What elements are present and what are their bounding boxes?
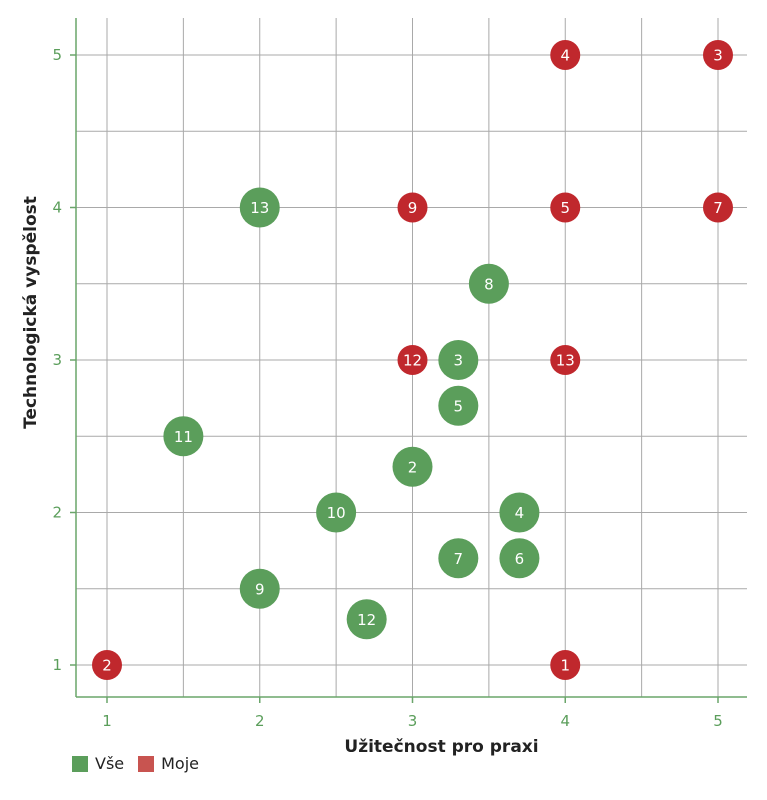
x-tick-label: 1 xyxy=(102,712,112,730)
point-marker xyxy=(438,385,479,426)
data-point-moje: 4 xyxy=(550,40,581,70)
data-point-moje: 13 xyxy=(550,345,581,375)
x-tick-label: 5 xyxy=(713,712,723,730)
point-label: 5 xyxy=(560,199,570,217)
data-point-vse: 8 xyxy=(468,263,509,304)
point-marker xyxy=(703,192,733,223)
point-marker xyxy=(346,599,387,640)
point-label: 3 xyxy=(454,352,464,370)
point-marker xyxy=(316,492,357,533)
point-label: 4 xyxy=(560,47,570,65)
point-marker xyxy=(438,538,479,579)
data-point-vse: 2 xyxy=(392,446,433,487)
y-tick-label: 5 xyxy=(52,46,62,64)
y-tick-label: 1 xyxy=(52,656,62,674)
data-points: 13 8 3 5 11 2 10 4 7 6 9 12 4 3 9 5 7 12 13 2 1 xyxy=(92,40,733,680)
x-tick-label: 4 xyxy=(560,712,570,730)
data-point-vse: 6 xyxy=(499,538,540,579)
legend: Vše Moje xyxy=(72,754,199,773)
point-label: 13 xyxy=(250,199,269,217)
point-label: 7 xyxy=(454,550,464,568)
data-point-moje: 2 xyxy=(92,650,122,680)
data-point-vse: 5 xyxy=(438,385,479,426)
legend-label-moje: Moje xyxy=(161,754,200,773)
point-marker xyxy=(163,416,204,457)
point-marker xyxy=(550,40,581,70)
point-label: 9 xyxy=(408,199,418,217)
point-label: 2 xyxy=(408,458,418,476)
point-marker xyxy=(499,492,540,533)
data-point-vse: 4 xyxy=(499,492,540,533)
data-point-vse: 7 xyxy=(438,538,479,579)
legend-item-vse: Vše xyxy=(72,754,124,773)
data-point-moje: 5 xyxy=(550,192,581,223)
data-point-vse: 3 xyxy=(438,340,479,380)
data-point-vse: 10 xyxy=(316,492,357,533)
point-marker xyxy=(550,650,581,680)
point-label: 1 xyxy=(560,657,570,675)
data-point-moje: 12 xyxy=(397,345,428,375)
point-marker xyxy=(239,187,280,228)
point-label: 11 xyxy=(174,428,193,446)
point-marker xyxy=(468,263,509,304)
data-point-moje: 1 xyxy=(550,650,581,680)
point-label: 4 xyxy=(515,504,525,522)
legend-item-moje: Moje xyxy=(138,754,199,773)
axes xyxy=(70,18,747,703)
point-marker xyxy=(703,40,733,70)
x-axis-title: Užitečnost pro praxi xyxy=(344,737,538,757)
point-label: 3 xyxy=(713,47,723,65)
data-point-vse: 11 xyxy=(163,416,204,457)
point-marker xyxy=(392,446,433,487)
legend-label-vse: Vše xyxy=(95,754,125,773)
legend-swatch-vse xyxy=(72,755,88,772)
point-label: 8 xyxy=(484,275,494,293)
data-point-moje: 7 xyxy=(703,192,733,223)
data-point-vse: 9 xyxy=(239,568,280,609)
point-marker xyxy=(550,345,581,375)
point-marker xyxy=(92,650,122,680)
y-tick-label: 4 xyxy=(52,199,62,217)
point-label: 10 xyxy=(327,504,346,522)
data-point-moje: 9 xyxy=(397,192,428,223)
point-label: 9 xyxy=(255,580,265,598)
x-tick-label: 2 xyxy=(255,712,265,730)
y-tick-label: 3 xyxy=(52,351,62,369)
data-point-moje: 3 xyxy=(703,40,733,70)
point-marker xyxy=(239,568,280,609)
x-tick-label: 3 xyxy=(408,712,418,730)
point-label: 2 xyxy=(102,657,112,675)
point-label: 6 xyxy=(515,550,525,568)
point-label: 12 xyxy=(403,352,422,370)
point-marker xyxy=(550,192,581,223)
point-marker xyxy=(438,340,479,380)
data-point-vse: 13 xyxy=(239,187,280,228)
point-marker xyxy=(499,538,540,579)
point-marker xyxy=(397,345,428,375)
point-label: 7 xyxy=(713,199,723,217)
point-label: 13 xyxy=(556,352,575,370)
y-tick-label: 2 xyxy=(52,504,62,522)
point-label: 12 xyxy=(357,611,376,629)
y-axis-title: Technologická vyspělost xyxy=(21,196,41,429)
point-marker xyxy=(397,192,428,223)
legend-swatch-moje xyxy=(138,755,155,772)
data-point-vse: 12 xyxy=(346,599,387,640)
point-label: 5 xyxy=(454,397,464,415)
